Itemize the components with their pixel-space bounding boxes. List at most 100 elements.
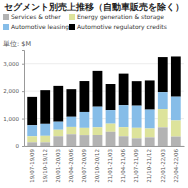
bar	[93, 71, 103, 107]
bar	[66, 117, 76, 127]
tick-label: 0	[16, 143, 20, 149]
tick: 1,000	[3, 116, 24, 122]
legend-swatch	[69, 24, 75, 30]
tick: 21/07-21/09	[133, 146, 139, 183]
bar	[132, 128, 142, 139]
bars	[27, 56, 180, 146]
bar	[119, 105, 129, 127]
tick: 21/10-21/12	[146, 146, 152, 183]
bar	[80, 128, 90, 135]
bar	[27, 142, 37, 146]
legend: Services & other Energy generation & stor…	[3, 13, 167, 31]
bar	[145, 110, 155, 129]
tick: 2,000	[3, 88, 24, 94]
bar	[171, 137, 181, 146]
bar	[132, 138, 142, 146]
bar	[40, 136, 50, 143]
legend-swatch	[3, 24, 9, 30]
bar	[27, 97, 37, 125]
bar	[66, 127, 76, 134]
tick: 22/04-22/06	[173, 146, 179, 183]
bar	[158, 109, 168, 127]
bar	[53, 136, 63, 146]
tick-label: 2,000	[3, 88, 19, 94]
bar	[145, 137, 155, 146]
legend-swatch	[3, 14, 9, 20]
legend-label: Automotive regulatory credits	[77, 23, 167, 31]
tick-label: 21/04-21/06	[120, 149, 126, 183]
bar	[171, 97, 181, 121]
bar	[106, 132, 116, 146]
series	[27, 109, 180, 142]
bar	[158, 57, 168, 92]
tick-mark	[22, 91, 24, 92]
legend-label: Services & other	[11, 13, 61, 20]
bar	[40, 90, 50, 124]
tick-label: 20/04-20/06	[68, 149, 74, 183]
legend-label: Energy generation & storage	[77, 13, 164, 21]
bar	[119, 127, 129, 136]
bar	[171, 56, 181, 96]
tick-label: 22/01-22/03	[160, 149, 166, 183]
title: セグメント別売上推移（自動車販売を除く）	[4, 2, 184, 12]
legend-swatch	[69, 14, 75, 20]
tick: 21/01-21/03	[107, 146, 113, 183]
series	[27, 56, 180, 125]
tick-label: 21/01-21/03	[107, 149, 113, 183]
tick: 19/07-19/09	[29, 146, 35, 183]
x-axis: 19/07-19/09 19/10-19/12 20/01-20/03 20/04-2…	[25, 146, 185, 183]
bar	[119, 136, 129, 146]
tick-label: 21/07-21/09	[133, 149, 139, 183]
bar	[145, 80, 155, 109]
bar	[80, 135, 90, 146]
bar	[27, 125, 37, 136]
bar	[106, 124, 116, 132]
bar	[40, 124, 50, 136]
tick: 19/10-19/12	[42, 146, 48, 183]
y-axis-title: 単位: $M	[3, 40, 31, 48]
bar	[40, 142, 50, 146]
bar	[106, 84, 116, 110]
bar	[27, 136, 37, 142]
tick: 3,000	[3, 61, 24, 67]
tick-label: 19/10-19/12	[42, 149, 48, 183]
tick: 0	[16, 143, 25, 149]
tick: 22/01-22/03	[160, 146, 166, 183]
axis-line	[25, 146, 185, 147]
bar	[132, 106, 142, 128]
tick-label: 20/07-20/09	[81, 149, 87, 183]
bar	[53, 86, 63, 122]
tick-label: 21/10-21/12	[146, 149, 152, 183]
bar	[80, 81, 90, 112]
bar	[106, 110, 116, 124]
tick-label: 19/07-19/09	[29, 149, 35, 183]
tick-label: 20/01-20/03	[55, 149, 61, 183]
bar	[171, 120, 181, 136]
bar	[53, 130, 63, 137]
bar	[93, 107, 103, 128]
tick: 20/01-20/03	[55, 146, 61, 183]
tick-mark	[22, 119, 24, 120]
tick: 20/04-20/06	[68, 146, 74, 183]
bar	[80, 112, 90, 128]
bar	[66, 89, 76, 117]
bar	[66, 134, 76, 146]
bar	[53, 122, 63, 130]
tick-label: 3,000	[3, 61, 19, 67]
axis-line	[22, 51, 25, 147]
bar	[93, 135, 103, 146]
tick-mark	[22, 64, 24, 65]
tick: 20/10-20/12	[94, 146, 100, 183]
tick-label: 1,000	[3, 116, 19, 122]
chart: セグメント別売上推移（自動車販売を除く）Services & other Ener…	[0, 0, 188, 188]
bar	[93, 127, 103, 135]
bar	[145, 129, 155, 138]
y-axis: 0 1,000 2,000 3,000	[3, 51, 24, 150]
bar	[158, 92, 168, 109]
series	[27, 127, 180, 146]
tick: 20/07-20/09	[81, 146, 87, 183]
series	[27, 92, 180, 136]
tick-label: 20/10-20/12	[94, 149, 100, 183]
bar	[119, 74, 129, 106]
tick-mark	[22, 146, 24, 147]
